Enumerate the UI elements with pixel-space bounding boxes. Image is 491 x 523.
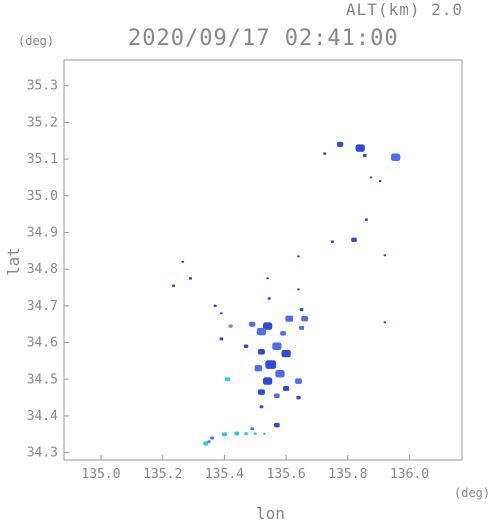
echo-cell bbox=[362, 153, 367, 157]
echo-cell bbox=[265, 360, 277, 369]
echo-cell bbox=[256, 327, 267, 336]
y-tick-label: 34.4 bbox=[27, 409, 58, 424]
y-tick-label: 34.5 bbox=[27, 372, 58, 387]
echo-cell bbox=[280, 331, 286, 336]
echo-cell bbox=[221, 432, 227, 437]
echo-cell bbox=[254, 365, 263, 372]
echo-cell bbox=[274, 422, 280, 428]
echo-cell bbox=[263, 322, 273, 330]
echo-cell bbox=[253, 432, 257, 435]
x-tick-label: 135.8 bbox=[328, 467, 367, 482]
y-tick-label: 35.2 bbox=[27, 115, 58, 130]
x-axis-title: lon bbox=[256, 504, 285, 523]
echo-cell bbox=[337, 141, 344, 147]
echo-cell bbox=[263, 377, 273, 385]
echo-cell bbox=[323, 152, 327, 155]
echo-cell bbox=[379, 180, 382, 183]
echo-cell bbox=[213, 304, 217, 308]
axis-ticks: 135.0 135.2 135.4 135.6 135.8 136.0 34.3 34.4 34… bbox=[27, 79, 429, 482]
echo-cell bbox=[244, 432, 248, 436]
echo-cell bbox=[267, 297, 271, 300]
echo-cell bbox=[383, 321, 387, 324]
y-tick-label: 35.1 bbox=[27, 152, 58, 167]
echo-cell bbox=[391, 153, 401, 161]
x-tick-label: 135.4 bbox=[205, 467, 244, 482]
echo-cell bbox=[351, 237, 357, 243]
echo-cell bbox=[297, 288, 300, 291]
y-tick-label: 35.3 bbox=[27, 79, 58, 94]
echo-cell bbox=[228, 324, 233, 328]
echo-cell bbox=[274, 393, 280, 399]
y-tick-label: 35.0 bbox=[27, 189, 58, 204]
echo-cells bbox=[171, 141, 401, 446]
echo-cell bbox=[258, 389, 265, 395]
x-tick-label: 135.0 bbox=[81, 467, 120, 482]
y-tick-label: 34.7 bbox=[27, 299, 58, 314]
echo-cell bbox=[188, 277, 193, 280]
echo-cell bbox=[225, 377, 230, 382]
x-tick-label: 136.0 bbox=[390, 467, 429, 482]
echo-cell bbox=[234, 431, 240, 436]
echo-cell bbox=[258, 349, 265, 355]
echo-cell bbox=[263, 432, 266, 435]
echo-cell bbox=[220, 312, 223, 315]
echo-cell bbox=[364, 218, 368, 221]
echo-cell bbox=[219, 337, 224, 341]
echo-cell bbox=[355, 144, 365, 152]
echo-cell bbox=[171, 284, 176, 287]
altitude-label: ALT(km) 2.0 bbox=[346, 0, 463, 19]
echo-cell bbox=[249, 321, 256, 327]
echo-cell bbox=[296, 395, 301, 400]
plot-frame bbox=[63, 59, 463, 461]
echo-cell bbox=[301, 316, 309, 322]
echo-cell bbox=[383, 254, 387, 257]
echo-cell bbox=[299, 325, 305, 330]
echo-cell bbox=[295, 378, 302, 384]
echo-cell bbox=[275, 370, 285, 378]
echo-cell bbox=[330, 240, 334, 243]
echo-cell bbox=[243, 344, 249, 348]
y-axis-unit: (deg) bbox=[18, 34, 55, 48]
y-tick-label: 34.3 bbox=[27, 446, 58, 461]
x-tick-label: 135.6 bbox=[267, 467, 306, 482]
echo-cell bbox=[281, 349, 291, 358]
echo-cell bbox=[299, 308, 304, 312]
echo-cell bbox=[210, 436, 214, 440]
echo-cell bbox=[297, 255, 300, 258]
echo-cell bbox=[181, 260, 184, 263]
x-tick-label: 135.2 bbox=[143, 467, 182, 482]
y-tick-label: 34.9 bbox=[27, 225, 58, 240]
echo-cell bbox=[259, 405, 264, 409]
echo-cell bbox=[272, 342, 282, 350]
x-axis-unit: (deg) bbox=[454, 486, 491, 500]
echo-cell bbox=[207, 440, 211, 443]
echo-cell bbox=[266, 277, 269, 280]
echo-cell bbox=[285, 315, 294, 322]
echo-cell bbox=[250, 427, 255, 431]
chart-title-timestamp: 2020/09/17 02:41:00 bbox=[128, 26, 399, 51]
echo-cell bbox=[369, 176, 373, 179]
y-tick-label: 34.8 bbox=[27, 262, 58, 277]
y-tick-label: 34.6 bbox=[27, 336, 58, 351]
echo-cell bbox=[203, 441, 209, 446]
echo-cell bbox=[283, 385, 290, 391]
